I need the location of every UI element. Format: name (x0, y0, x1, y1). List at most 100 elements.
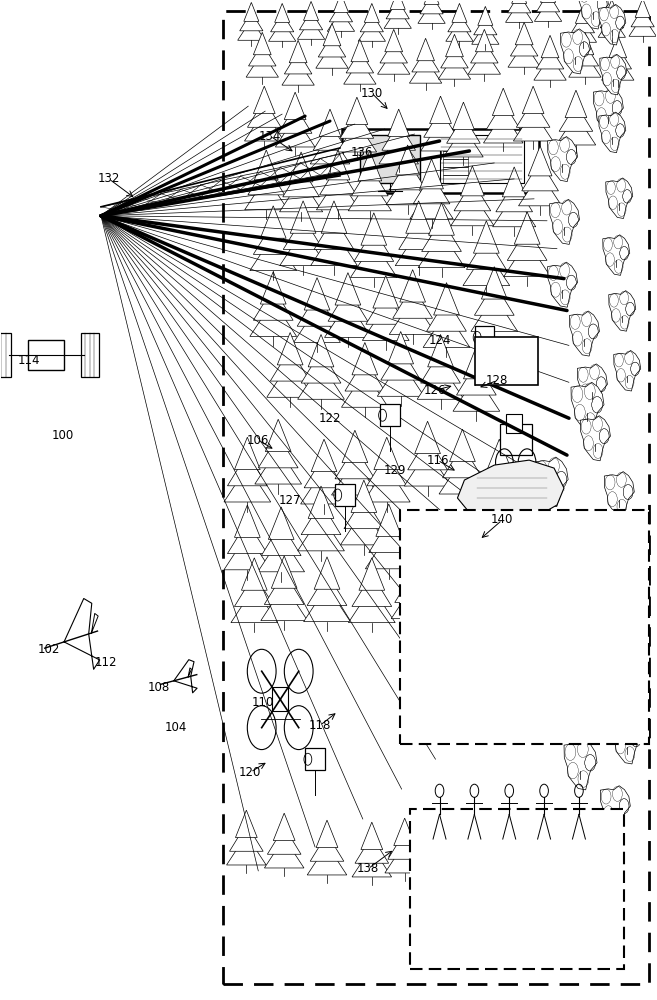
Polygon shape (569, 21, 597, 42)
Text: 128: 128 (486, 374, 509, 387)
Polygon shape (385, 29, 403, 52)
Text: 108: 108 (148, 681, 170, 694)
Polygon shape (428, 203, 455, 235)
Polygon shape (352, 574, 392, 606)
Polygon shape (351, 166, 388, 196)
Polygon shape (235, 574, 274, 606)
Polygon shape (313, 123, 347, 150)
Polygon shape (629, 15, 656, 36)
Polygon shape (224, 534, 271, 570)
Polygon shape (510, 34, 538, 56)
Text: 126: 126 (423, 384, 446, 397)
Bar (440, 135, 524, 183)
Polygon shape (386, 0, 409, 19)
Polygon shape (314, 557, 340, 589)
Polygon shape (560, 684, 593, 734)
Polygon shape (474, 16, 497, 35)
Polygon shape (466, 824, 487, 852)
Polygon shape (348, 178, 392, 211)
Polygon shape (578, 364, 608, 409)
Polygon shape (602, 656, 632, 701)
Polygon shape (512, 0, 527, 3)
Polygon shape (242, 558, 267, 590)
Polygon shape (564, 740, 597, 790)
Polygon shape (593, 88, 623, 133)
Polygon shape (328, 289, 368, 321)
Polygon shape (258, 435, 298, 468)
Polygon shape (298, 515, 344, 551)
Polygon shape (340, 111, 374, 138)
Polygon shape (492, 88, 514, 116)
Polygon shape (423, 312, 470, 347)
Polygon shape (565, 90, 587, 118)
Bar (423, 536, 438, 556)
Polygon shape (518, 173, 562, 206)
Polygon shape (380, 41, 407, 63)
Polygon shape (480, 455, 519, 488)
Text: 106: 106 (247, 434, 269, 447)
Polygon shape (418, 597, 465, 633)
Polygon shape (342, 372, 388, 407)
Polygon shape (576, 32, 594, 55)
Bar (443, 159, 468, 167)
Polygon shape (269, 20, 296, 41)
Polygon shape (534, 0, 562, 21)
Polygon shape (389, 299, 436, 334)
Bar (528, 582, 552, 640)
Polygon shape (352, 847, 392, 877)
Polygon shape (352, 342, 378, 375)
Polygon shape (363, 305, 409, 340)
Polygon shape (250, 301, 296, 336)
Polygon shape (346, 51, 374, 73)
Polygon shape (346, 97, 368, 125)
Bar (474, 326, 494, 348)
Polygon shape (283, 217, 323, 249)
Polygon shape (478, 6, 493, 25)
Polygon shape (254, 150, 278, 180)
Polygon shape (399, 217, 438, 249)
Polygon shape (459, 838, 493, 865)
Polygon shape (344, 496, 384, 529)
Polygon shape (323, 23, 341, 46)
Polygon shape (267, 827, 301, 854)
Polygon shape (474, 221, 499, 253)
Polygon shape (612, 719, 643, 764)
Polygon shape (445, 34, 463, 57)
Polygon shape (361, 213, 387, 245)
Polygon shape (424, 509, 449, 541)
Polygon shape (261, 523, 301, 556)
Polygon shape (319, 165, 356, 195)
Polygon shape (451, 193, 494, 226)
Polygon shape (499, 835, 539, 865)
Polygon shape (240, 12, 263, 31)
Polygon shape (459, 499, 486, 531)
Text: 102: 102 (38, 643, 60, 656)
Polygon shape (270, 349, 310, 381)
Polygon shape (598, 16, 625, 37)
Bar (306, 748, 325, 770)
Polygon shape (273, 813, 295, 841)
Polygon shape (422, 219, 461, 251)
Polygon shape (365, 533, 412, 569)
Polygon shape (393, 286, 432, 318)
Polygon shape (279, 106, 312, 133)
Polygon shape (284, 92, 306, 120)
Bar (443, 135, 468, 143)
Polygon shape (533, 818, 566, 868)
Polygon shape (254, 86, 275, 114)
Polygon shape (248, 100, 281, 127)
Polygon shape (360, 13, 384, 32)
Polygon shape (418, 232, 465, 268)
Text: 132: 132 (98, 172, 120, 185)
Polygon shape (354, 229, 394, 261)
Polygon shape (282, 60, 314, 85)
Polygon shape (271, 13, 294, 32)
Polygon shape (310, 834, 344, 861)
Polygon shape (377, 361, 424, 396)
Text: 118: 118 (309, 719, 331, 732)
Bar (342, 129, 539, 193)
Text: 104: 104 (164, 721, 187, 734)
Polygon shape (358, 20, 386, 41)
Polygon shape (516, 100, 550, 127)
Polygon shape (571, 382, 604, 432)
